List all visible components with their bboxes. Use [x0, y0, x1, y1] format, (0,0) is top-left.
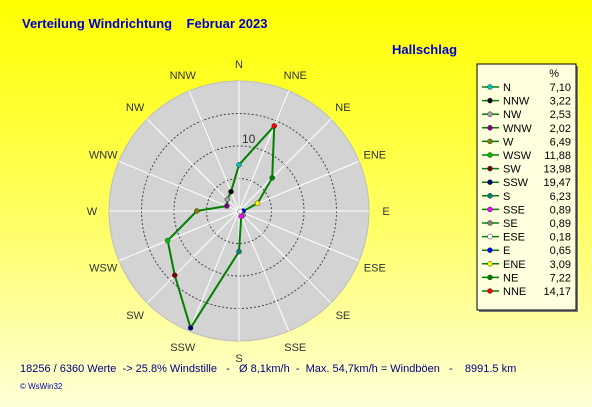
legend-value: 6,23	[550, 191, 571, 203]
legend-marker	[487, 97, 493, 104]
legend-value: 19,47	[543, 177, 571, 189]
legend-unit: %	[549, 68, 559, 80]
legend: % N 7,10 NNW 3,22 NW 2,53 WNW 2,02 W 6,49 WSW 11,88 S…	[476, 63, 578, 312]
legend-marker	[487, 261, 493, 267]
legend-marker	[487, 179, 493, 185]
direction-label: SSW	[170, 342, 196, 354]
legend-value: 6,49	[550, 136, 571, 148]
legend-marker	[487, 193, 493, 199]
chart-title: Verteilung Windrichtung Februar 2023	[22, 16, 268, 31]
legend-label: SE	[503, 218, 518, 230]
data-point	[224, 196, 231, 203]
legend-label: ESE	[503, 232, 525, 244]
grid-spoke	[188, 210, 240, 332]
legend-value: 14,17	[543, 286, 571, 298]
station-name: Hallschlag	[392, 42, 458, 57]
direction-label: W	[87, 206, 98, 218]
data-point	[187, 325, 194, 331]
direction-label: SE	[336, 310, 351, 322]
legend-label: E	[503, 245, 510, 257]
stats-footer: 18256 / 6360 Werte -> 25.8% Windstille -…	[20, 363, 517, 375]
legend-value: 0,89	[550, 218, 571, 230]
legend-label: SSE	[503, 204, 525, 216]
legend-value: 11,88	[544, 150, 571, 162]
grid-spoke	[118, 210, 240, 262]
legend-value: 0,89	[550, 204, 571, 216]
direction-label: SSE	[284, 342, 306, 354]
grid-spoke	[238, 210, 290, 332]
legend-value: 7,10	[550, 82, 571, 94]
data-point	[254, 200, 261, 207]
legend-value: 2,53	[550, 109, 571, 121]
grid-spoke	[238, 210, 332, 304]
legend-marker	[487, 138, 493, 145]
legend-marker	[487, 288, 493, 294]
grid-spoke	[238, 90, 290, 212]
legend-marker	[487, 233, 493, 240]
legend-label: NNE	[503, 286, 526, 298]
legend-label: W	[503, 136, 514, 148]
data-point	[271, 123, 277, 129]
legend-marker	[487, 274, 493, 281]
legend-value: 2,02	[550, 123, 571, 135]
direction-label: NW	[126, 102, 145, 114]
data-point	[269, 175, 275, 181]
direction-label: NE	[335, 102, 350, 114]
legend-marker	[487, 206, 493, 213]
legend-marker	[487, 247, 493, 253]
data-point	[228, 188, 234, 195]
direction-label: NNE	[284, 70, 307, 82]
legend-label: N	[503, 82, 511, 94]
legend-label: WNW	[503, 123, 532, 135]
data-point	[236, 248, 242, 255]
legend-label: SW	[503, 164, 521, 176]
legend-label: SSW	[503, 177, 529, 189]
legend-label: NNW	[503, 96, 530, 108]
data-point	[224, 203, 230, 209]
legend-value: 3,09	[550, 259, 571, 271]
wind-rose: 10 N NNE NE ENE E ESE SE SSE S SSW SW WSW W WNW NW NNW	[87, 59, 390, 365]
direction-label: N	[235, 59, 243, 71]
data-point	[236, 162, 242, 168]
direction-label: WSW	[89, 262, 118, 274]
direction-label: ENE	[363, 150, 386, 162]
legend-label: WSW	[503, 150, 532, 162]
legend-marker	[487, 125, 493, 131]
direction-label: E	[382, 206, 389, 218]
direction-label: SW	[126, 310, 144, 322]
legend-value: 0,65	[550, 245, 571, 257]
direction-label: WNW	[89, 150, 118, 162]
data-point	[238, 213, 244, 220]
legend-box	[476, 63, 577, 311]
data-point	[171, 272, 178, 279]
legend-marker	[487, 165, 493, 172]
grid-spoke	[238, 210, 360, 262]
legend-value: 7,22	[550, 272, 571, 284]
grid-spoke	[238, 118, 332, 212]
legend-value: 0,18	[550, 232, 571, 244]
legend-marker	[487, 111, 493, 117]
grid-spoke	[118, 160, 240, 212]
legend-value: 13,98	[543, 164, 571, 176]
software-credit: © WsWin32	[20, 382, 63, 391]
legend-label: NE	[503, 272, 518, 284]
legend-value: 3,22	[550, 96, 571, 108]
legend-label: NW	[503, 109, 522, 121]
grid-spoke	[146, 118, 240, 212]
legend-marker	[487, 152, 493, 158]
grid-spoke	[146, 210, 240, 304]
legend-label: ENE	[503, 259, 526, 271]
direction-label: ESE	[364, 262, 386, 274]
legend-marker	[487, 84, 493, 90]
data-point	[194, 208, 200, 214]
direction-label: S	[235, 353, 242, 365]
data-point	[164, 237, 171, 244]
direction-label: NNW	[170, 70, 197, 82]
legend-label: S	[503, 191, 510, 203]
ring-label: 10	[242, 132, 256, 146]
legend-marker	[487, 220, 493, 226]
